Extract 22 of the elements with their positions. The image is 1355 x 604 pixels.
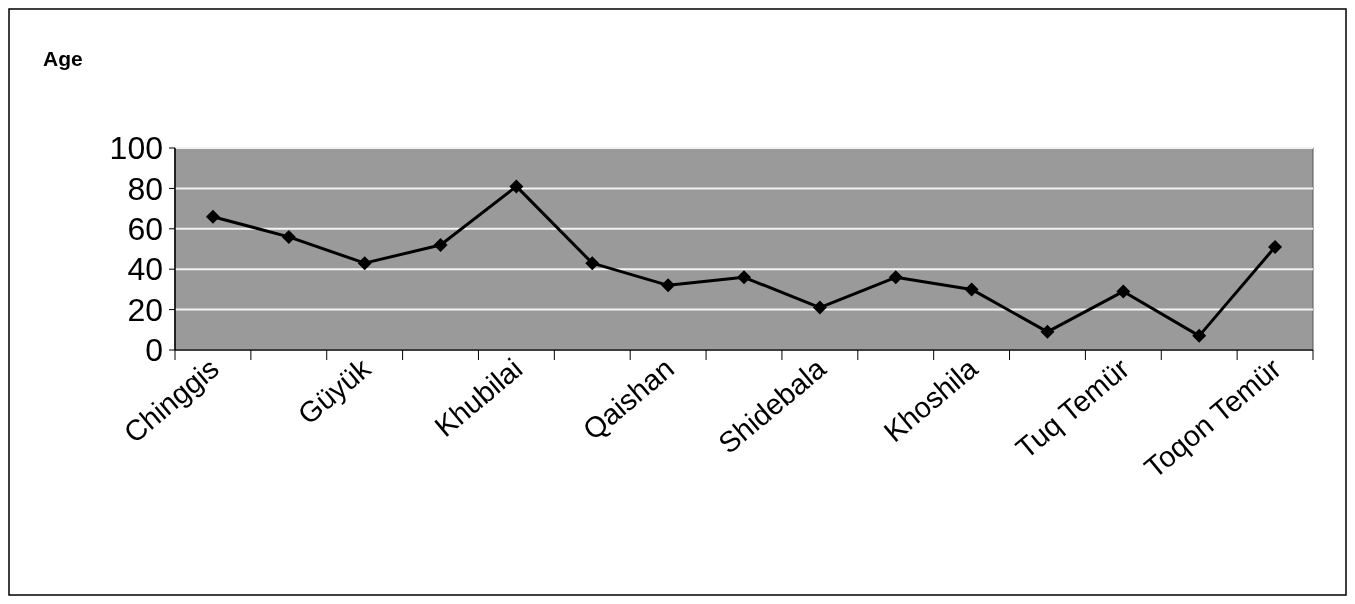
- y-tick-label: 100: [109, 130, 163, 167]
- point: [281, 229, 296, 244]
- y-tick-label: 0: [145, 332, 163, 369]
- point: [737, 270, 751, 285]
- point: [1268, 239, 1283, 254]
- point: [812, 300, 827, 315]
- point: [585, 256, 600, 271]
- point: [1116, 284, 1131, 299]
- point: [1040, 324, 1055, 339]
- point: [964, 282, 979, 297]
- point: [205, 209, 220, 224]
- point: [888, 270, 903, 285]
- y-axis-title: Age: [43, 47, 83, 70]
- y-tick-label: 60: [127, 211, 163, 247]
- point: [661, 278, 676, 293]
- y-tick-label: 20: [127, 291, 163, 328]
- point: [509, 179, 524, 194]
- point: [1192, 328, 1207, 343]
- point: [433, 237, 448, 252]
- y-tick-label: 40: [127, 251, 163, 288]
- point: [357, 256, 372, 271]
- y-tick-label: 80: [127, 170, 163, 207]
